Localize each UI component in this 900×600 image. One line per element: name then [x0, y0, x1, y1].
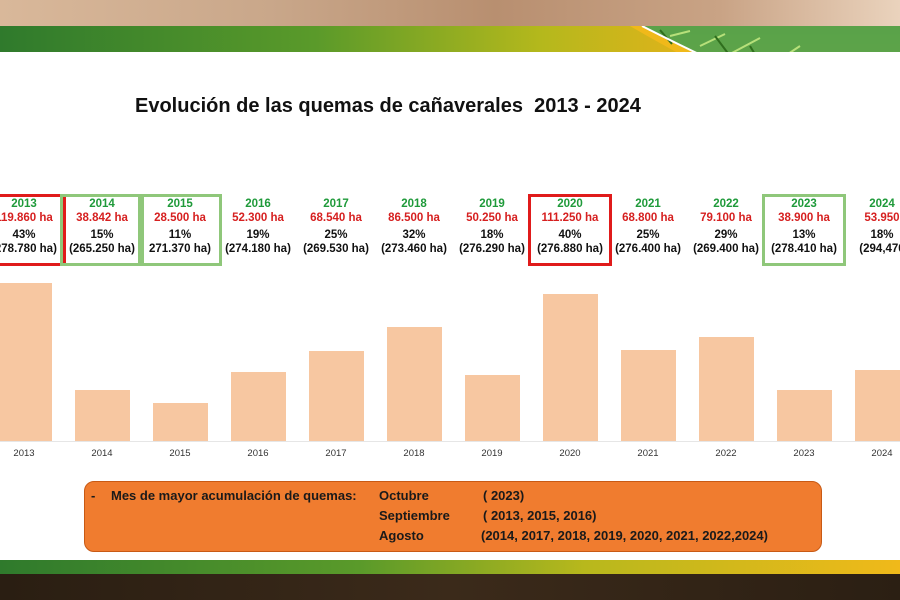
label-percentage: 40% [558, 229, 582, 241]
x-tick-2019: 2019 [481, 448, 503, 459]
label-percentage: 29% [714, 229, 738, 241]
note-years-august: (2014, 2017, 2018, 2019, 2020, 2021, 202… [481, 528, 768, 543]
bar-2017 [308, 351, 364, 441]
bar-2022 [698, 337, 754, 441]
label-total-ha: (269.400 ha) [693, 243, 759, 255]
bar-2013 [0, 283, 52, 441]
label-burned-ha: 68.800 ha [622, 212, 674, 224]
chart-title: Evolución de las quemas de cañaverales 2… [135, 95, 641, 117]
label-burned-ha: 38.842 ha [76, 212, 128, 224]
year-label-2018: 2018 86.500 ha 32% (273.460 ha) [372, 194, 456, 266]
x-tick-2015: 2015 [169, 448, 191, 459]
label-burned-ha: 111.250 ha [541, 212, 599, 224]
label-total-ha: (265.250 ha) [69, 243, 135, 255]
label-percentage: 25% [636, 229, 660, 241]
year-label-2024: 2024 53.950 18% (294,470 [840, 194, 900, 266]
label-burned-ha: 86.500 ha [388, 212, 440, 224]
bar-2024 [854, 370, 900, 441]
label-burned-ha: 68.540 ha [310, 212, 362, 224]
year-label-2013: 2013 119.860 ha 43% (278.780 ha) [0, 194, 66, 266]
label-total-ha: (276.290 ha) [459, 243, 525, 255]
label-year: 2017 [323, 198, 349, 210]
x-tick-2023: 2023 [793, 448, 815, 459]
x-tick-2016: 2016 [247, 448, 269, 459]
year-label-2020: 2020 111.250 ha 40% (276.880 ha) [528, 194, 612, 266]
label-year: 2024 [869, 198, 895, 210]
year-label-2023: 2023 38.900 ha 13% (278.410 ha) [762, 194, 846, 266]
label-total-ha: (273.460 ha) [381, 243, 447, 255]
year-label-2017: 2017 68.540 ha 25% (269.530 ha) [294, 194, 378, 266]
bottom-color-band [0, 560, 900, 574]
label-burned-ha: 79.100 ha [700, 212, 752, 224]
x-tick-2018: 2018 [403, 448, 425, 459]
x-tick-2022: 2022 [715, 448, 737, 459]
x-tick-2014: 2014 [91, 448, 113, 459]
label-percentage: 11% [168, 229, 192, 241]
label-percentage: 19% [246, 229, 270, 241]
year-label-2019: 2019 50.250 ha 18% (276.290 ha) [450, 194, 534, 266]
label-percentage: 32% [402, 229, 426, 241]
bar-2014 [74, 390, 130, 441]
label-burned-ha: 38.900 ha [778, 212, 830, 224]
label-year: 2022 [713, 198, 739, 210]
label-percentage: 15% [90, 229, 114, 241]
note-heading: Mes de mayor acumulación de quemas: [111, 488, 357, 503]
label-total-ha: (276.880 ha) [537, 243, 603, 255]
bar-2023 [776, 390, 832, 441]
label-burned-ha: 50.250 ha [466, 212, 518, 224]
bar-2018 [386, 327, 442, 441]
year-label-2021: 2021 68.800 ha 25% (276.400 ha) [606, 194, 690, 266]
label-year: 2018 [401, 198, 427, 210]
note-years-september: ( 2013, 2015, 2016) [483, 508, 597, 523]
bar-2020 [542, 294, 598, 441]
year-label-2015: 2015 28.500 ha 11% 271.370 ha) [138, 194, 222, 266]
label-total-ha: (278.410 ha) [771, 243, 837, 255]
bar-2015 [152, 403, 208, 441]
label-total-ha: (269.530 ha) [303, 243, 369, 255]
label-percentage: 43% [12, 229, 36, 241]
note-month-september: Septiembre [379, 508, 450, 523]
label-percentage: 13% [792, 229, 816, 241]
label-year: 2019 [479, 198, 505, 210]
bar-2016 [230, 372, 286, 441]
label-year: 2015 [167, 198, 193, 210]
bar-2021 [620, 350, 676, 441]
label-total-ha: (274.180 ha) [225, 243, 291, 255]
x-tick-2021: 2021 [637, 448, 659, 459]
label-year: 2021 [635, 198, 661, 210]
label-burned-ha: 53.950 [864, 212, 900, 224]
label-burned-ha: 52.300 ha [232, 212, 284, 224]
x-axis-line [0, 441, 900, 442]
label-year: 2016 [245, 198, 271, 210]
label-burned-ha: 28.500 ha [154, 212, 206, 224]
label-year: 2014 [89, 198, 115, 210]
content-panel [0, 52, 900, 560]
label-year: 2020 [557, 198, 583, 210]
label-total-ha: 271.370 ha) [148, 243, 211, 255]
label-total-ha: (276.400 ha) [615, 243, 681, 255]
x-tick-2013: 2013 [13, 448, 35, 459]
label-burned-ha: 119.860 ha [0, 212, 53, 224]
year-label-2014: 2014 38.842 ha 15% (265.250 ha) [60, 194, 144, 266]
note-month-october: Octubre [379, 488, 429, 503]
label-total-ha: (278.780 ha) [0, 243, 57, 255]
bottom-photo-strip [0, 574, 900, 600]
x-tick-2017: 2017 [325, 448, 347, 459]
year-label-2022: 2022 79.100 ha 29% (269.400 ha) [684, 194, 768, 266]
bar-2019 [464, 375, 520, 441]
label-total-ha: (294,470 [859, 243, 900, 255]
x-tick-2020: 2020 [559, 448, 581, 459]
year-label-2016: 2016 52.300 ha 19% (274.180 ha) [216, 194, 300, 266]
peak-month-note: - Mes de mayor acumulación de quemas: Oc… [84, 481, 822, 552]
label-percentage: 25% [324, 229, 348, 241]
note-month-august: Agosto [379, 528, 424, 543]
label-year: 2013 [11, 198, 37, 210]
note-years-october: ( 2023) [483, 488, 525, 503]
x-tick-2024: 2024 [871, 448, 893, 459]
note-bullet: - [91, 488, 96, 503]
top-photo-strip [0, 0, 900, 26]
label-percentage: 18% [870, 229, 894, 241]
label-percentage: 18% [480, 229, 504, 241]
label-year: 2023 [791, 198, 817, 210]
